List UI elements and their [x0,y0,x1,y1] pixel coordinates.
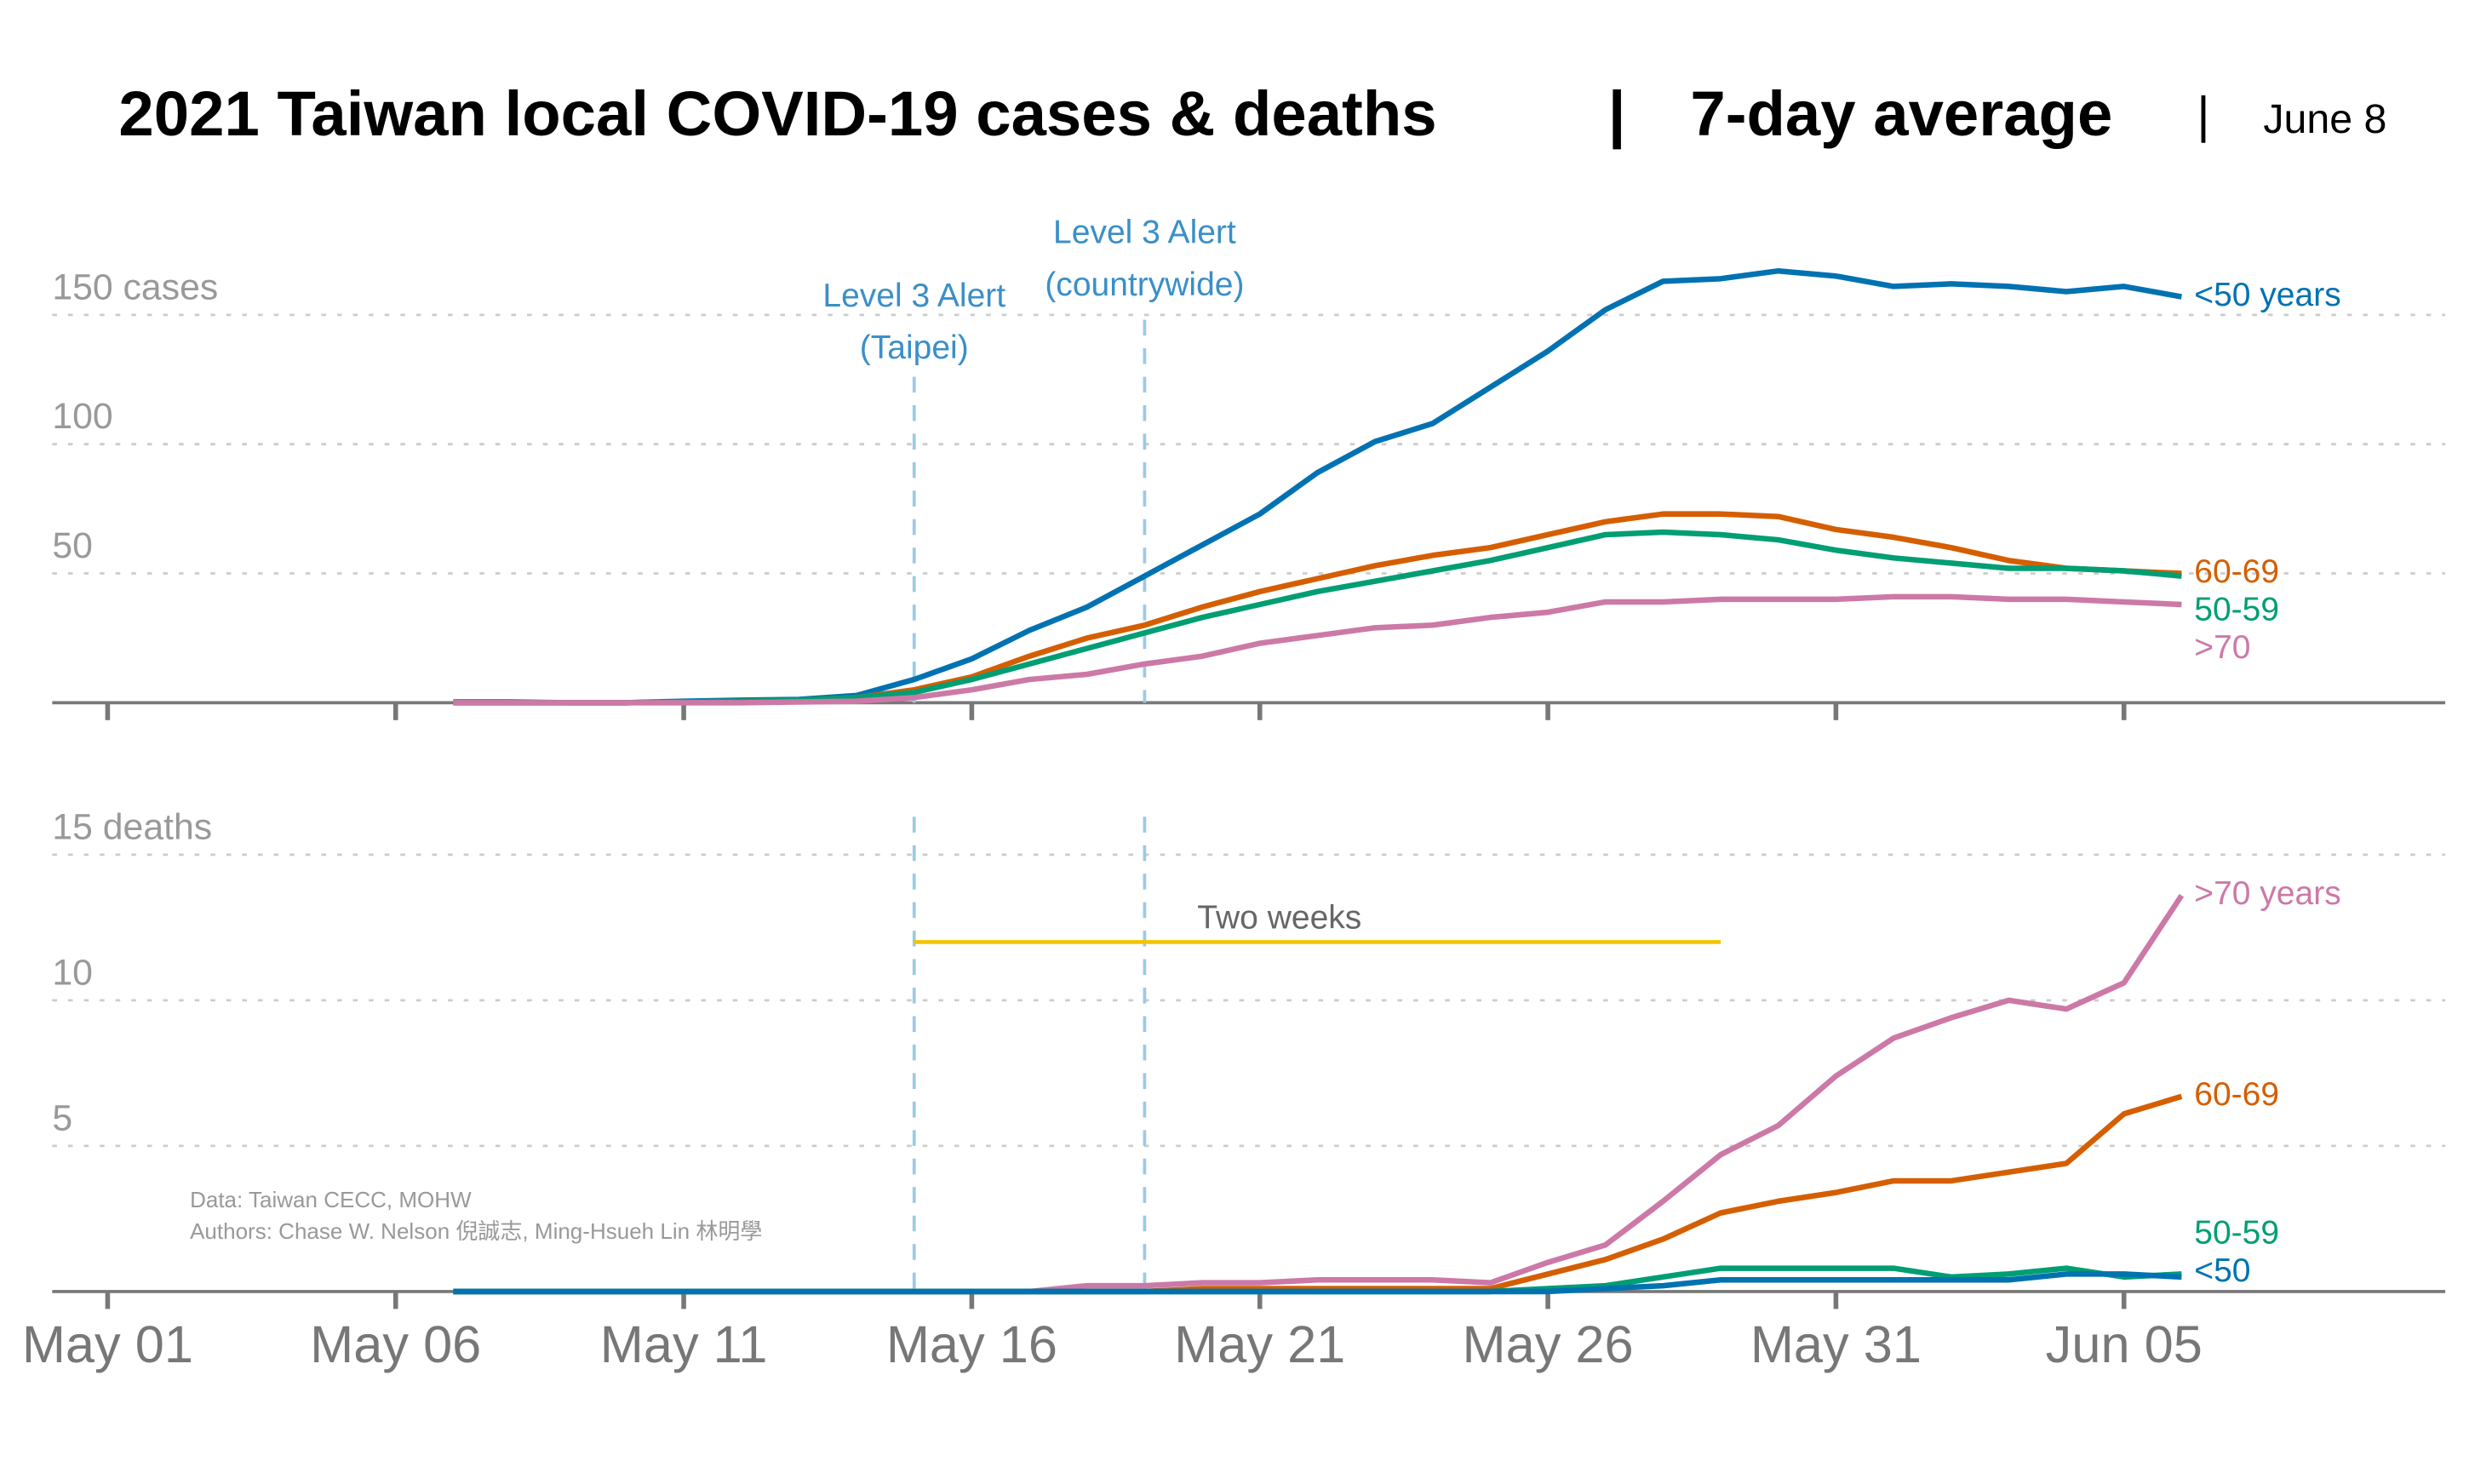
chart-date: June 8 [2263,96,2386,142]
series-label: 60-69 [2194,1076,2279,1113]
data-line [453,529,2182,706]
series-label: 50-59 [2194,1214,2279,1251]
alert-label: Level 3 Alert [1053,214,1236,250]
y-tick-label: 150 cases [52,266,218,307]
x-tick-label: May 11 [600,1315,768,1373]
alert-label: Level 3 Alert [822,278,1005,314]
y-tick-label: 100 [52,396,112,437]
series-label: >70 [2194,629,2250,666]
x-tick-label: May 06 [310,1315,481,1373]
data-line [453,1271,2182,1295]
data-line [453,511,2182,706]
series-label: <50 [2194,1252,2250,1289]
x-tick-label: May 31 [1750,1315,1922,1373]
x-tick-label: May 26 [1463,1315,1634,1373]
alert-label: (countrywide) [1045,266,1244,303]
y-tick-label: 50 [52,525,93,566]
x-tick-label: Jun 05 [2046,1315,2203,1373]
series-label: <50 years [2194,277,2340,313]
span-label: Two weeks [1197,900,1361,937]
data-line [453,1093,2183,1295]
source-note: Data: Taiwan CECC, MOHW [190,1187,472,1212]
series-label: 50-59 [2194,591,2279,627]
source-note: Authors: Chase W. Nelson 倪誠志, Ming-Hsueh… [190,1218,762,1244]
y-tick-label: 15 deaths [52,806,212,847]
series-label: 60-69 [2194,553,2279,590]
alert-label: (Taipei) [860,329,969,366]
x-tick-label: May 01 [22,1315,193,1373]
x-tick-label: May 21 [1174,1315,1345,1373]
data-line [453,593,2182,706]
x-tick-label: May 16 [886,1315,1057,1373]
chart-subtitle: 7-day average [1690,78,2112,149]
y-tick-label: 10 [52,952,93,993]
y-tick-label: 5 [52,1097,72,1138]
separator: | [2197,86,2209,143]
series-label: >70 years [2194,875,2340,912]
separator: | [1608,78,1626,150]
chart-title: 2021 Taiwan local COVID-19 cases & death… [118,78,1436,149]
